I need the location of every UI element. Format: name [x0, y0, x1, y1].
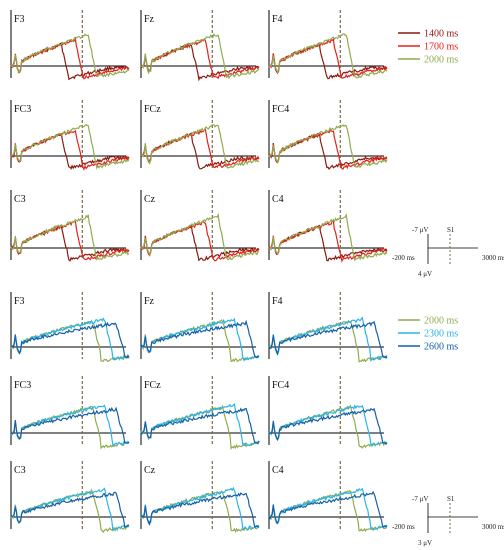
- electrode-label: FC3: [14, 104, 31, 115]
- scale-bar-top: -7 μV S1 -200 ms 3000 ms 4 μV: [392, 226, 504, 278]
- erp-panel-fz: Fz: [140, 10, 260, 82]
- electrode-label: FC3: [14, 380, 31, 391]
- waveform-2300-ms: [10, 317, 130, 361]
- erp-panel-fz: Fz: [140, 292, 260, 363]
- erp-panel-f3: F3: [10, 292, 130, 363]
- waveform-2000-ms: [269, 489, 388, 533]
- erp-panel-fcz: FCz: [140, 100, 260, 170]
- electrode-label: C3: [14, 465, 26, 476]
- waveform-1400-ms: [140, 132, 260, 170]
- scale-right-label: 3000 ms: [482, 254, 504, 262]
- scale-s1-label: S1: [447, 495, 455, 503]
- scale-left-label: -200 ms: [392, 523, 415, 531]
- erp-panel-c4: C4: [268, 190, 388, 263]
- legend-label: 2000 ms: [424, 55, 458, 66]
- electrode-label: Fz: [144, 296, 155, 307]
- waveform-1400-ms: [140, 224, 260, 262]
- waveform-1400-ms: [10, 224, 130, 262]
- waveform-2300-ms: [140, 402, 260, 447]
- erp-panel-fcz: FCz: [140, 376, 260, 451]
- waveform-2600-ms: [140, 407, 260, 445]
- electrode-label: F4: [272, 296, 283, 307]
- scale-top-label: -7 μV: [412, 495, 428, 503]
- electrode-label: F3: [14, 296, 25, 307]
- erp-panel-fc3: FC3: [10, 100, 130, 171]
- legend-label: 2300 ms: [424, 329, 458, 340]
- waveform-2600-ms: [140, 492, 260, 528]
- waveform-2600-ms: [268, 320, 388, 359]
- waveform-2300-ms: [268, 404, 388, 448]
- waveform-2000-ms: [140, 124, 260, 169]
- waveform-2000-ms: [268, 33, 388, 79]
- electrode-label: FC4: [272, 104, 289, 115]
- electrode-label: Cz: [144, 194, 156, 205]
- waveform-1700-ms: [268, 130, 388, 170]
- waveform-2600-ms: [10, 406, 130, 444]
- waveform-2000-ms: [268, 124, 388, 169]
- panel-group-top: F3 Fz F4 FC3 FCz FC4 C3 Cz C4: [10, 10, 388, 263]
- waveform-2000-ms: [268, 213, 388, 262]
- waveform-2300-ms: [268, 487, 388, 531]
- erp-panel-fc4: FC4: [268, 376, 388, 449]
- waveform-2600-ms: [10, 491, 130, 528]
- scale-left-label: -200 ms: [392, 254, 415, 262]
- scale-s1-label: S1: [447, 226, 455, 234]
- electrode-label: Fz: [144, 14, 155, 25]
- erp-panel-fc3: FC3: [10, 376, 130, 450]
- erp-panel-cz: Cz: [140, 190, 260, 262]
- erp-panel-c4: C4: [268, 461, 388, 533]
- legend-label: 2600 ms: [424, 342, 458, 353]
- waveform-2000-ms: [10, 124, 130, 170]
- scale-top-label: -7 μV: [412, 226, 428, 234]
- legend-label: 1400 ms: [424, 29, 458, 40]
- erp-panel-c3: C3: [10, 461, 130, 533]
- legend-label: 2000 ms: [424, 316, 458, 327]
- waveform-2000-ms: [10, 214, 130, 261]
- legend-label: 1700 ms: [424, 42, 458, 53]
- erp-panel-f4: F4: [268, 292, 388, 363]
- waveform-2000-ms: [140, 212, 260, 261]
- electrode-label: FC4: [272, 380, 289, 391]
- panel-group-bottom: F3 Fz F4 FC3 FCz FC4 C3 Cz C4: [10, 292, 388, 533]
- legend-top: 1400 ms 1700 ms 2000 ms: [398, 29, 458, 66]
- waveform-1700-ms: [140, 220, 260, 262]
- erp-panel-cz: Cz: [140, 461, 260, 533]
- scale-bottom-label: 3 μV: [418, 539, 432, 547]
- electrode-label: C4: [272, 465, 284, 476]
- waveform-1700-ms: [10, 37, 130, 80]
- electrode-label: FCz: [144, 380, 161, 391]
- erp-panel-c3: C3: [10, 190, 130, 262]
- waveform-2600-ms: [140, 319, 260, 359]
- waveform-2600-ms: [268, 490, 388, 528]
- erp-panel-f3: F3: [10, 10, 130, 81]
- electrode-label: F4: [272, 14, 283, 25]
- waveform-2000-ms: [10, 33, 130, 78]
- electrode-label: C4: [272, 194, 284, 205]
- waveform-2000-ms: [10, 488, 130, 533]
- legend-bottom: 2000 ms 2300 ms 2600 ms: [398, 316, 458, 353]
- waveform-2000-ms: [140, 32, 260, 80]
- electrode-label: FCz: [144, 104, 161, 115]
- electrode-label: F3: [14, 14, 25, 25]
- waveform-2600-ms: [268, 407, 388, 445]
- scale-bottom-label: 4 μV: [418, 270, 432, 278]
- waveform-2300-ms: [10, 487, 130, 532]
- electrode-label: C3: [14, 194, 26, 205]
- waveform-2600-ms: [10, 321, 130, 359]
- scale-bar-bottom: -7 μV S1 -200 ms 3000 ms 3 μV: [392, 495, 504, 547]
- erp-panel-fc4: FC4: [268, 100, 388, 170]
- scale-right-label: 3000 ms: [482, 523, 504, 531]
- erp-panel-f4: F4: [268, 10, 388, 80]
- waveform-1400-ms: [268, 224, 388, 262]
- waveform-2300-ms: [140, 317, 260, 362]
- electrode-label: Cz: [144, 465, 156, 476]
